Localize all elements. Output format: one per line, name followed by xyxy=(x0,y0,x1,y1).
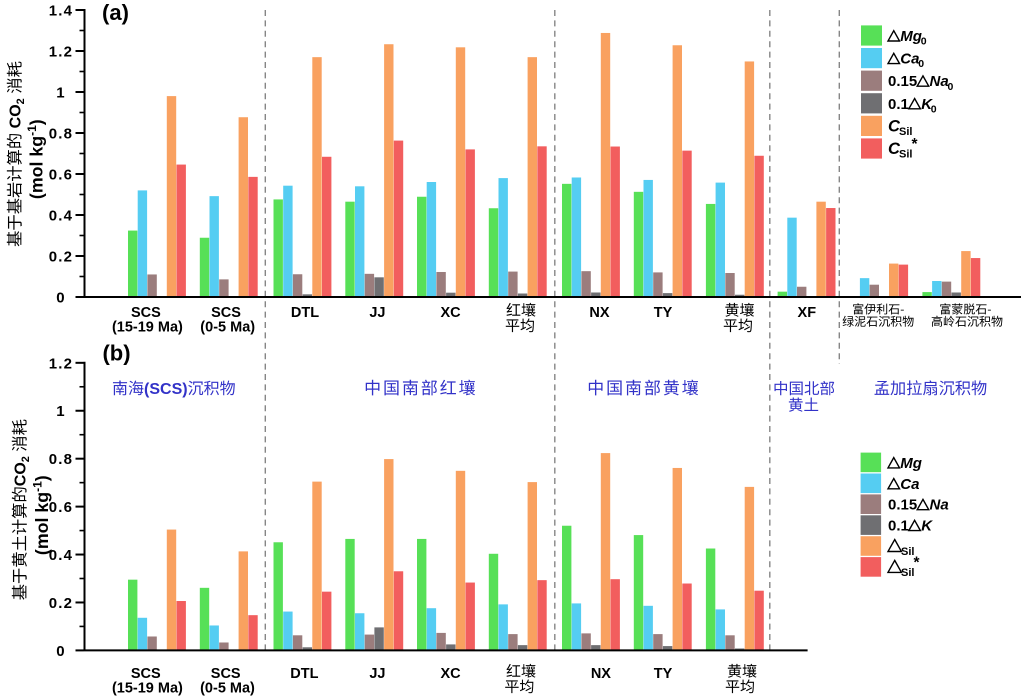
svg-text:0.1: 0.1 xyxy=(888,96,909,113)
svg-text:Mg: Mg xyxy=(900,455,922,472)
svg-text:0.1: 0.1 xyxy=(888,518,909,535)
svg-text:Na: Na xyxy=(930,73,949,90)
svg-text:0: 0 xyxy=(948,81,954,93)
svg-text:TY: TY xyxy=(654,666,673,682)
svg-text:1: 1 xyxy=(56,403,66,420)
svg-text:0.4: 0.4 xyxy=(49,208,73,225)
svg-text:0.15: 0.15 xyxy=(888,497,917,514)
svg-text:(a): (a) xyxy=(102,0,129,25)
svg-text:JJ: JJ xyxy=(369,666,385,682)
svg-text:K: K xyxy=(921,518,933,535)
svg-text:Mg: Mg xyxy=(900,28,922,45)
svg-text:Sil: Sil xyxy=(901,567,914,579)
svg-text:0: 0 xyxy=(56,290,66,307)
svg-text:SCS: SCS xyxy=(131,305,161,321)
svg-text:(0-5 Ma): (0-5 Ma) xyxy=(200,680,255,696)
svg-text:Sil: Sil xyxy=(899,149,912,161)
svg-text:(b): (b) xyxy=(102,340,130,365)
svg-text:Sil: Sil xyxy=(899,126,912,138)
svg-text:*: * xyxy=(912,136,919,153)
svg-text:NX: NX xyxy=(591,666,611,682)
svg-text:0.6: 0.6 xyxy=(49,167,73,184)
svg-text:*: * xyxy=(914,555,921,572)
svg-text:0.4: 0.4 xyxy=(49,547,73,564)
svg-text:Ca: Ca xyxy=(900,476,919,493)
svg-text:0.8: 0.8 xyxy=(49,451,73,468)
svg-text:C: C xyxy=(888,140,901,158)
svg-text:JJ: JJ xyxy=(369,305,385,321)
svg-text:CO2: CO2 xyxy=(13,456,33,486)
svg-text:CO2: CO2 xyxy=(8,98,28,128)
svg-text:DTL: DTL xyxy=(290,666,318,682)
svg-text:Ca: Ca xyxy=(900,51,919,68)
svg-text:XF: XF xyxy=(798,305,817,321)
svg-text:Sil: Sil xyxy=(901,546,914,558)
svg-text:0: 0 xyxy=(918,58,924,70)
svg-text:XC: XC xyxy=(441,305,462,321)
svg-text:Na: Na xyxy=(930,497,949,514)
svg-text:0.6: 0.6 xyxy=(49,499,73,516)
svg-text:SCS: SCS xyxy=(211,305,241,321)
svg-text:(SCS): (SCS) xyxy=(144,381,188,398)
svg-text:0.15: 0.15 xyxy=(888,73,917,90)
svg-text:SCS: SCS xyxy=(131,666,161,682)
svg-text:0: 0 xyxy=(56,643,66,660)
svg-text:SCS: SCS xyxy=(211,666,241,682)
svg-text:0.2: 0.2 xyxy=(49,249,73,266)
svg-text:0.8: 0.8 xyxy=(49,126,73,143)
svg-text:1.2: 1.2 xyxy=(49,44,73,61)
svg-text:(mol kg-1): (mol kg-1) xyxy=(25,119,47,199)
svg-text:1: 1 xyxy=(56,85,66,102)
svg-text:XC: XC xyxy=(441,666,462,682)
svg-text:NX: NX xyxy=(589,305,609,321)
svg-text:DTL: DTL xyxy=(291,305,319,321)
svg-text:(mol kg-1): (mol kg-1) xyxy=(31,475,53,555)
svg-text:1.2: 1.2 xyxy=(49,355,73,372)
svg-text:C: C xyxy=(888,117,901,135)
svg-text:(15-19 Ma): (15-19 Ma) xyxy=(112,680,183,696)
svg-text:(15-19 Ma): (15-19 Ma) xyxy=(112,319,183,335)
svg-text:(0-5 Ma): (0-5 Ma) xyxy=(200,319,255,335)
svg-text:0: 0 xyxy=(921,36,927,48)
svg-text:0.2: 0.2 xyxy=(49,595,73,612)
svg-text:K: K xyxy=(921,96,933,113)
svg-text:1.4: 1.4 xyxy=(49,3,73,20)
svg-text:0: 0 xyxy=(931,103,937,115)
svg-text:TY: TY xyxy=(654,305,673,321)
